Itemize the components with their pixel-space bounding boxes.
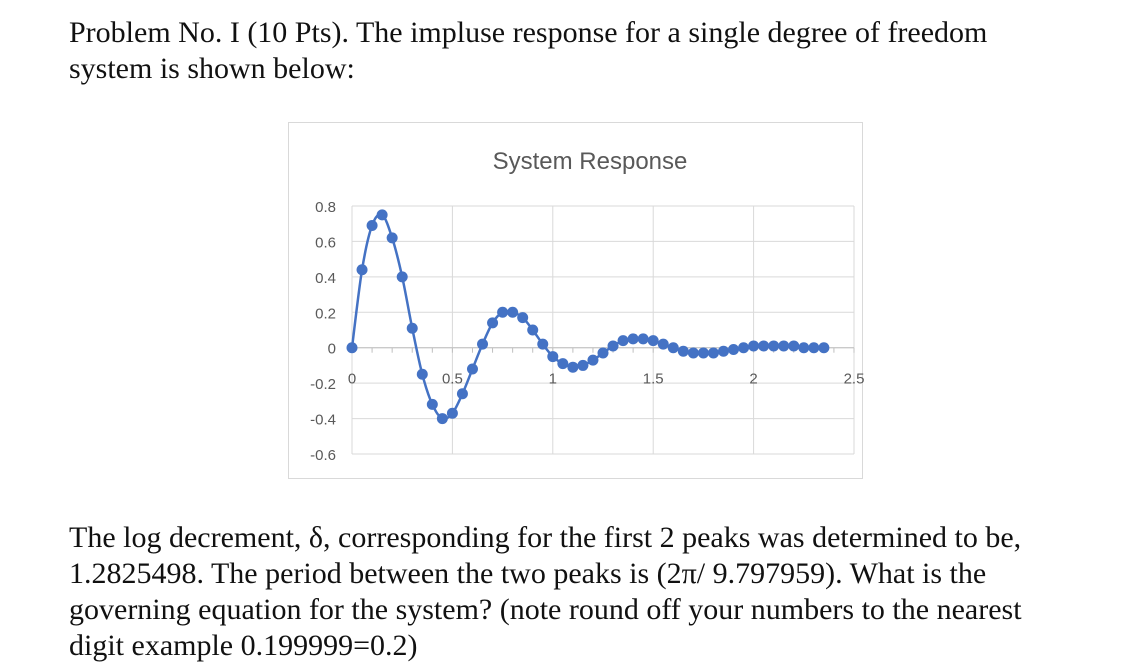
data-point <box>527 324 539 336</box>
heading-line-2: system is shown below: <box>69 52 355 85</box>
data-point <box>487 317 499 329</box>
data-point <box>778 340 790 352</box>
data-point <box>446 407 458 419</box>
data-point <box>396 271 408 283</box>
y-tick-label: 0 <box>328 341 336 358</box>
x-tick-label: 0.5 <box>442 371 463 388</box>
data-point <box>788 340 800 352</box>
data-point <box>728 343 740 355</box>
data-point <box>436 413 448 425</box>
chart-series <box>346 209 830 425</box>
data-point <box>627 333 639 345</box>
question-line-1: The log decrement, δ, corresponding for … <box>69 521 1022 554</box>
problem-heading: Problem No. I (10 Pts). The impluse resp… <box>69 15 987 87</box>
y-tick-label: -0.4 <box>310 412 336 429</box>
data-point <box>647 335 659 347</box>
data-point <box>426 398 438 410</box>
data-point <box>517 312 529 324</box>
y-tick-label: 0.4 <box>315 270 336 287</box>
data-point <box>677 345 689 357</box>
chart-title: System Response <box>493 148 688 175</box>
data-point <box>607 340 619 352</box>
data-point <box>366 219 378 231</box>
x-tick-label: 1 <box>549 371 557 388</box>
question-line-4: digit example 0.199999=0.2) <box>69 629 418 662</box>
data-point <box>637 333 649 345</box>
x-tick-label: 2 <box>749 371 757 388</box>
data-point <box>687 347 699 359</box>
series-line <box>350 213 824 421</box>
y-tick-label: 0.8 <box>315 199 336 216</box>
y-tick-label: -0.6 <box>310 447 336 464</box>
data-point <box>587 354 599 366</box>
chart-gridlines <box>351 205 855 455</box>
x-tick-label: 2.5 <box>844 371 864 388</box>
data-point <box>798 342 810 354</box>
data-point <box>657 338 669 350</box>
question-text: The log decrement, δ, corresponding for … <box>69 520 1022 664</box>
data-point <box>707 347 719 359</box>
data-point <box>547 351 559 363</box>
data-point <box>667 342 679 354</box>
data-point <box>466 363 478 375</box>
x-tick-label: 1.5 <box>643 371 664 388</box>
data-point <box>557 358 569 370</box>
y-tick-label: 0.6 <box>315 234 336 251</box>
data-point <box>758 340 770 352</box>
data-point <box>416 368 428 380</box>
data-point <box>406 322 418 334</box>
system-response-chart: System Response 0.8 0.6 0.4 0.2 0 -0.2 -0.4 -0.… <box>288 122 864 479</box>
data-point <box>537 338 549 350</box>
data-point <box>567 361 579 373</box>
data-point <box>497 306 509 318</box>
data-point <box>346 342 358 354</box>
heading-line-1: Problem No. I (10 Pts). The impluse resp… <box>69 16 988 49</box>
data-point <box>748 340 760 352</box>
data-point <box>617 335 629 347</box>
x-tick-label: 0 <box>348 371 356 388</box>
y-tick-label: 0.2 <box>315 305 336 322</box>
question-line-2: 1.2825498. The period between the two pe… <box>69 557 987 590</box>
data-point <box>386 232 398 244</box>
question-line-3: governing equation for the system? (note… <box>69 593 1022 626</box>
data-point <box>477 338 489 350</box>
data-point <box>356 264 368 276</box>
data-point <box>768 340 780 352</box>
data-point <box>597 347 609 359</box>
data-point <box>738 342 750 354</box>
data-point <box>697 347 709 359</box>
data-point <box>818 342 830 354</box>
y-tick-label: -0.2 <box>310 376 336 393</box>
data-point <box>808 342 820 354</box>
data-point <box>456 388 468 400</box>
chart-svg: System Response 0.8 0.6 0.4 0.2 0 -0.2 -0.4 -0.… <box>310 148 864 464</box>
data-point <box>577 359 589 371</box>
data-point <box>717 345 729 357</box>
chart-tick-labels: 0.8 0.6 0.4 0.2 0 -0.2 -0.4 -0.6 0 0.5 1 1.5 2 2.5 <box>310 199 864 464</box>
data-point <box>376 209 388 221</box>
data-point <box>507 306 519 318</box>
